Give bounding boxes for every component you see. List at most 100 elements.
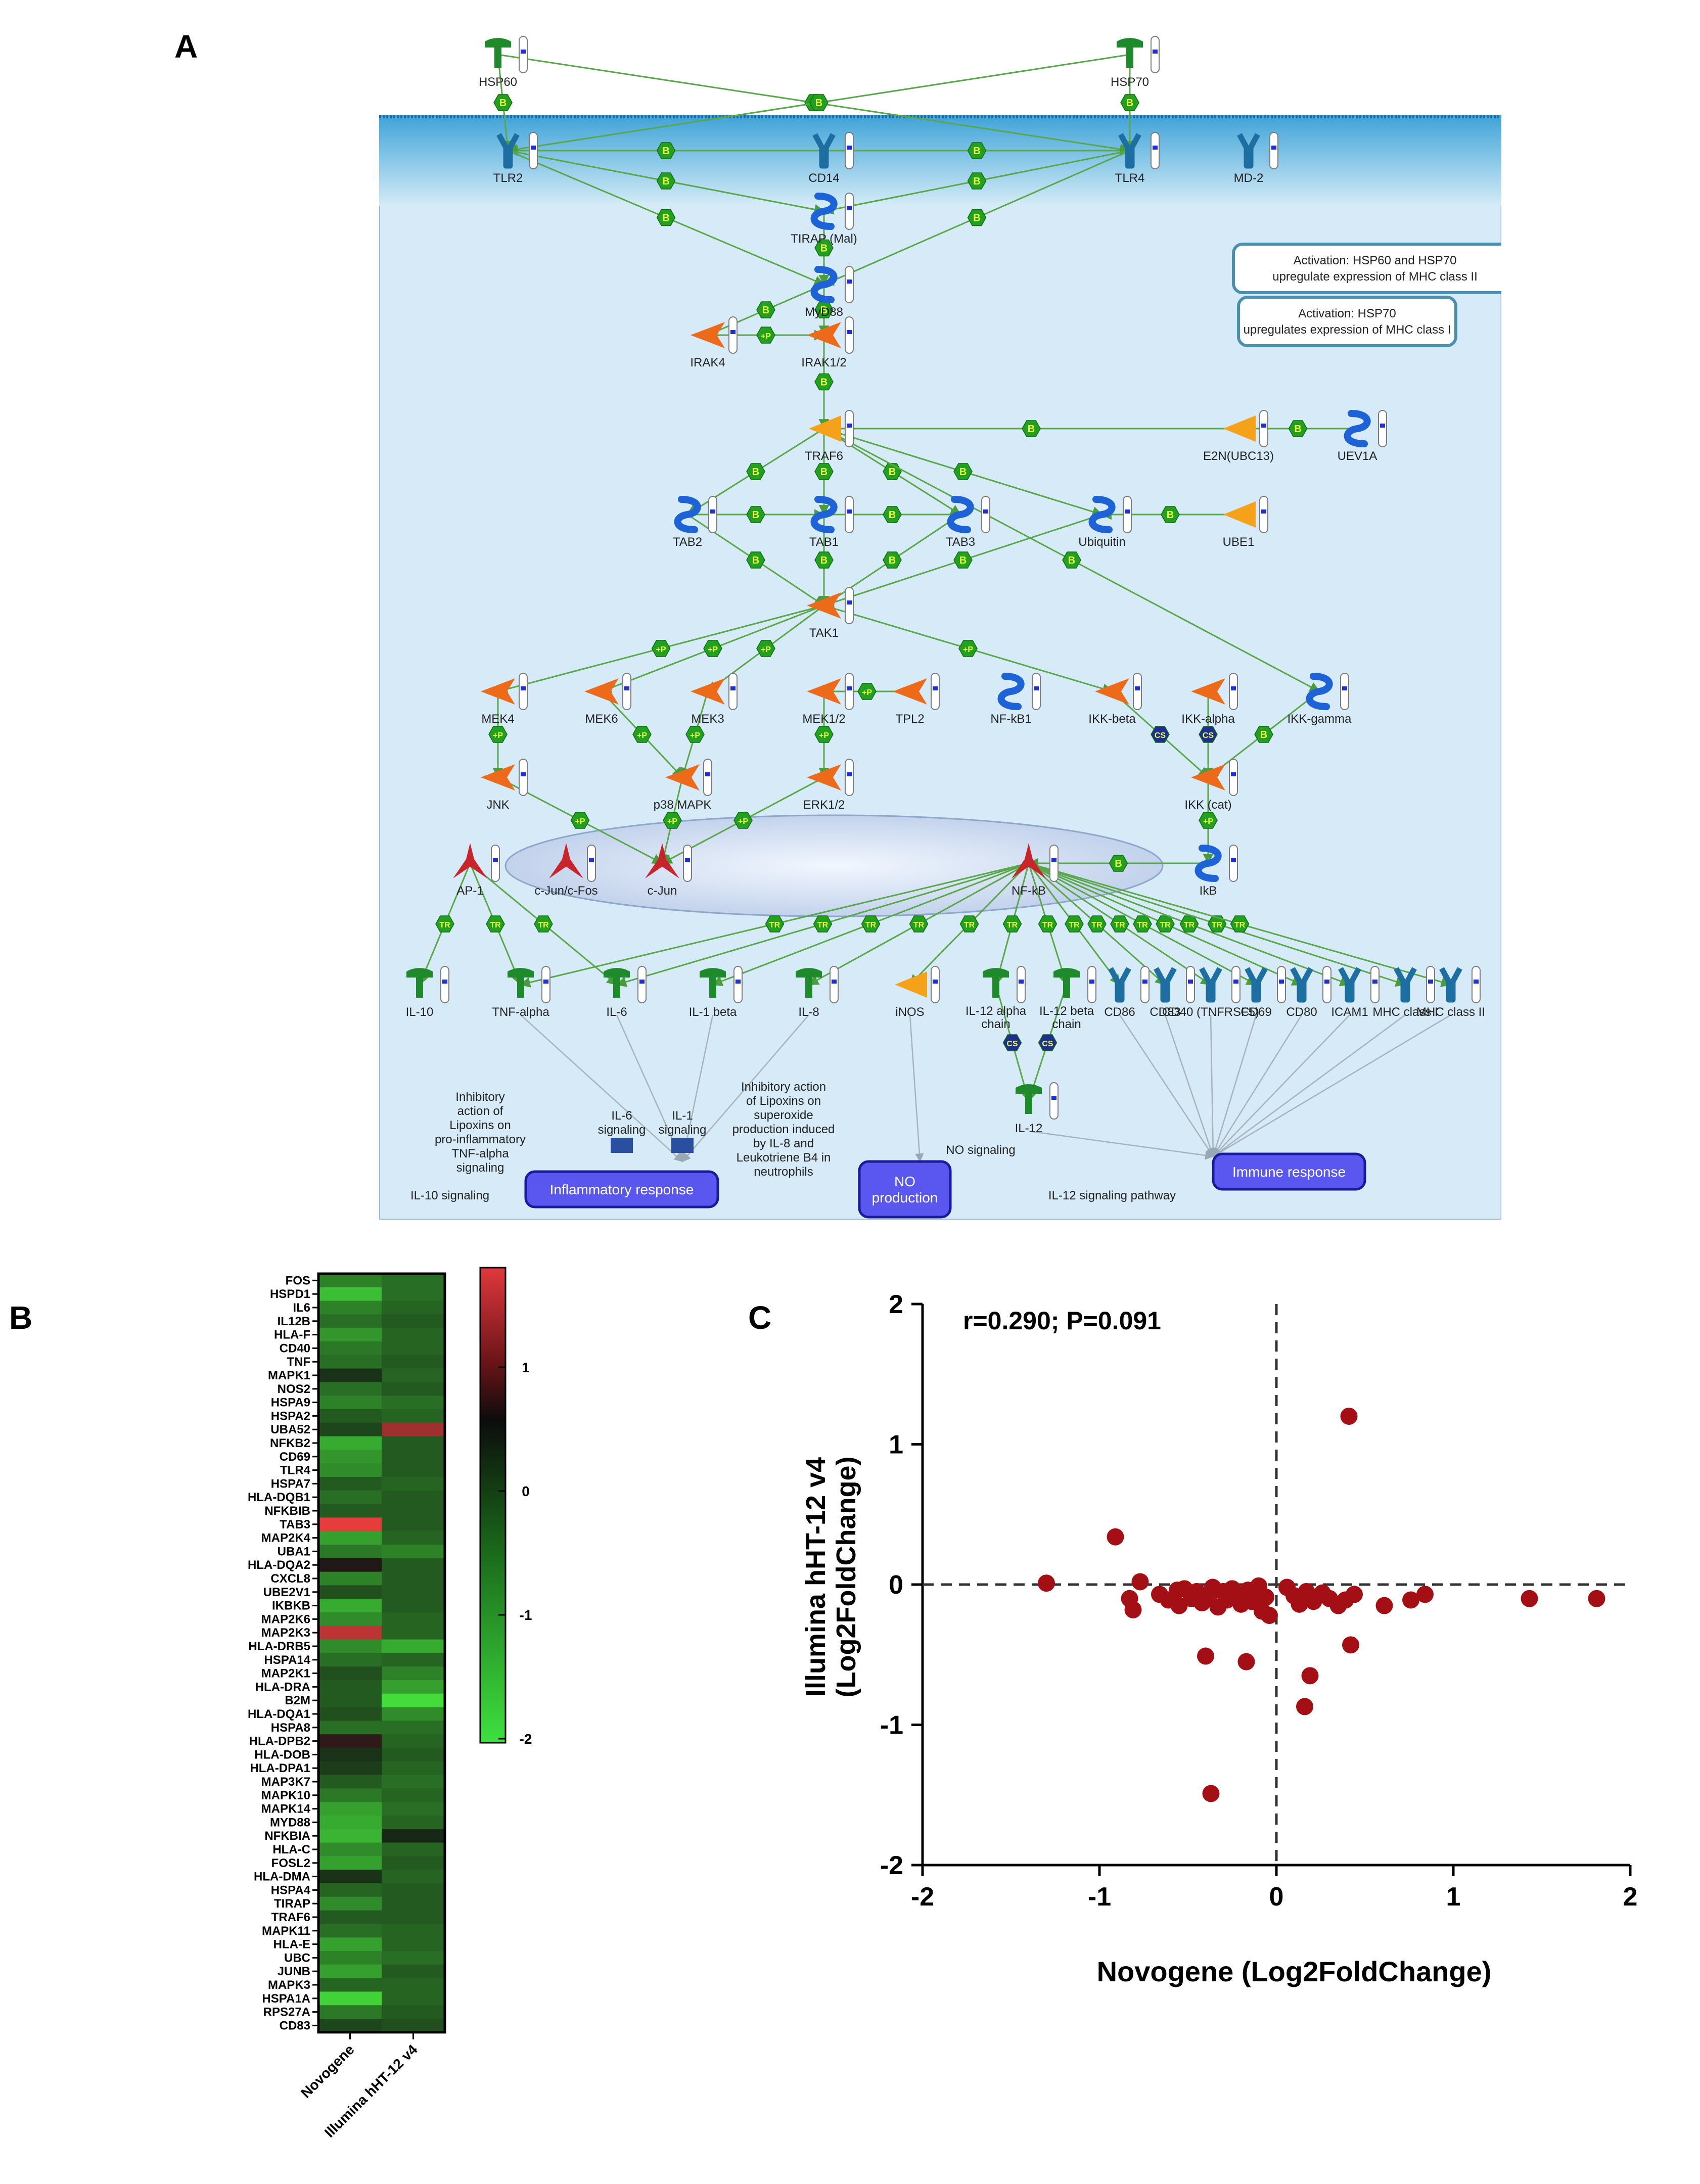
receptor-icon xyxy=(1108,967,1131,1003)
edge-tag-hex xyxy=(958,640,978,657)
node-label: MyD88 xyxy=(805,305,843,319)
gene-label: NFKBIA xyxy=(264,1829,310,1843)
expression-mark xyxy=(1034,686,1039,690)
output-cd40 xyxy=(1208,1014,1218,1157)
x-tick-label: 1 xyxy=(1446,1882,1461,1912)
edge-tag-hex xyxy=(1002,915,1022,933)
edge-tag-label: B xyxy=(499,98,507,109)
data-point xyxy=(1342,1636,1359,1654)
expression-mark xyxy=(1428,980,1433,984)
heatmap-cell xyxy=(318,1896,382,1911)
expression-bar xyxy=(708,496,717,533)
heatmap-cell xyxy=(382,1639,445,1653)
edge-tag-hex xyxy=(765,915,785,933)
heatmap-cell xyxy=(318,1355,382,1369)
gene-label: NOS2 xyxy=(278,1382,310,1396)
activation-note-text: Activation: HSP60 and HSP70 xyxy=(1294,254,1457,267)
edge-tag-hex xyxy=(656,209,676,226)
node-label: NF-kB1 xyxy=(990,712,1031,726)
heatmap-cell xyxy=(382,1748,445,1762)
heatmap-cell xyxy=(318,1545,382,1559)
heatmap-cell xyxy=(318,1802,382,1816)
heatmap-cell xyxy=(318,1450,382,1464)
node-label: MEK1/2 xyxy=(802,712,845,726)
edge-tag-label: CS xyxy=(1203,731,1214,740)
scale-tick-label: -1 xyxy=(520,1607,532,1623)
heatmap-cell xyxy=(318,1680,382,1694)
heatmap-cell xyxy=(318,1396,382,1410)
node-e2n: E2N(UBC13) xyxy=(1203,410,1274,463)
edge-tag-hex xyxy=(488,726,508,743)
node-tlr4: TLR4 xyxy=(1115,132,1160,185)
gene-label: MAP2K6 xyxy=(261,1612,310,1626)
data-point xyxy=(1296,1698,1313,1715)
heatmap: FOSHSPD1IL6IL12BHLA-FCD40TNFMAPK1NOS2HSP… xyxy=(248,1267,532,2141)
node-traf6: TRAF6 xyxy=(805,410,854,463)
heatmap-cell xyxy=(318,1870,382,1884)
expression-bar xyxy=(845,316,854,354)
heatmap-cell xyxy=(318,1585,382,1599)
heatmap-cell xyxy=(318,1653,382,1667)
gene-label: HSPA9 xyxy=(271,1396,310,1410)
kinase-icon xyxy=(1095,678,1129,705)
edge-tag-label: +P xyxy=(963,645,973,654)
gene-label: UBE2V1 xyxy=(263,1586,310,1599)
expression-mark xyxy=(1372,980,1377,984)
node-label: IL-8 xyxy=(798,1005,819,1019)
expression-bar xyxy=(845,410,854,447)
expression-bar xyxy=(728,673,738,710)
edge-tag-hex xyxy=(1062,551,1081,569)
edge-tag-hex xyxy=(1199,726,1218,743)
gene-label: TAB3 xyxy=(280,1518,310,1531)
node-label: UBE1 xyxy=(1223,535,1255,549)
output-mhc1 xyxy=(1212,1014,1406,1157)
gene-label: HLA-DOB xyxy=(254,1748,310,1761)
expression-mark xyxy=(847,600,852,605)
heatmap-cell xyxy=(318,1816,382,1830)
node-ubiquitin: Ubiquitin xyxy=(1078,496,1132,549)
y-tick-label: 1 xyxy=(889,1430,903,1460)
expression-bar xyxy=(931,673,940,710)
output-cd86 xyxy=(1119,1014,1214,1157)
node-cd83: CD83 xyxy=(1150,966,1195,1019)
gene-label: NFKB2 xyxy=(270,1436,310,1450)
heatmap-cell xyxy=(318,1531,382,1545)
data-point xyxy=(1375,1597,1393,1614)
gene-label: TNF xyxy=(287,1355,310,1369)
ligand-icon xyxy=(604,968,630,998)
edge-tag-hex xyxy=(756,640,775,657)
heatmap-cell xyxy=(382,1612,445,1627)
heatmap-cell xyxy=(318,1341,382,1356)
enzyme-icon xyxy=(809,415,841,442)
kinase-icon xyxy=(1191,678,1225,705)
heatmap-cell xyxy=(318,1842,382,1856)
edge-tag-hex xyxy=(967,172,987,190)
expression-mark xyxy=(847,280,852,284)
output-il1b xyxy=(679,1014,714,1163)
gene-label: JUNB xyxy=(278,1965,310,1978)
node-label: TAB1 xyxy=(809,535,839,549)
node-il12: IL-12 xyxy=(1015,1082,1059,1135)
heatmap-cell xyxy=(318,1300,382,1315)
edge-tag-label: TR xyxy=(1114,921,1125,930)
heatmap-cell xyxy=(318,1639,382,1653)
expression-mark xyxy=(1233,980,1238,984)
edge-tag-label: B xyxy=(1294,424,1301,435)
gene-label: HLA-DQA2 xyxy=(248,1558,310,1572)
data-point xyxy=(1038,1574,1055,1592)
node-label: AP-1 xyxy=(456,884,483,898)
activation-note-text: upregulate expression of MHC class II xyxy=(1272,270,1478,284)
node-myd88: MyD88 xyxy=(805,266,854,319)
gene-label: FOSL2 xyxy=(271,1856,310,1870)
edge-tag-hex xyxy=(534,915,553,933)
process-box xyxy=(524,1170,719,1209)
gene-label: HLA-DRA xyxy=(255,1680,310,1694)
signaling-label: IL-1 xyxy=(672,1109,693,1123)
expression-mark xyxy=(1474,980,1479,984)
heatmap-cell xyxy=(318,1734,382,1748)
expression-bar xyxy=(845,193,854,230)
expression-bar xyxy=(1259,410,1268,447)
expression-bar xyxy=(1229,759,1238,796)
edge-tag-label: TR xyxy=(490,921,501,930)
y-tick-label: -1 xyxy=(880,1711,903,1740)
